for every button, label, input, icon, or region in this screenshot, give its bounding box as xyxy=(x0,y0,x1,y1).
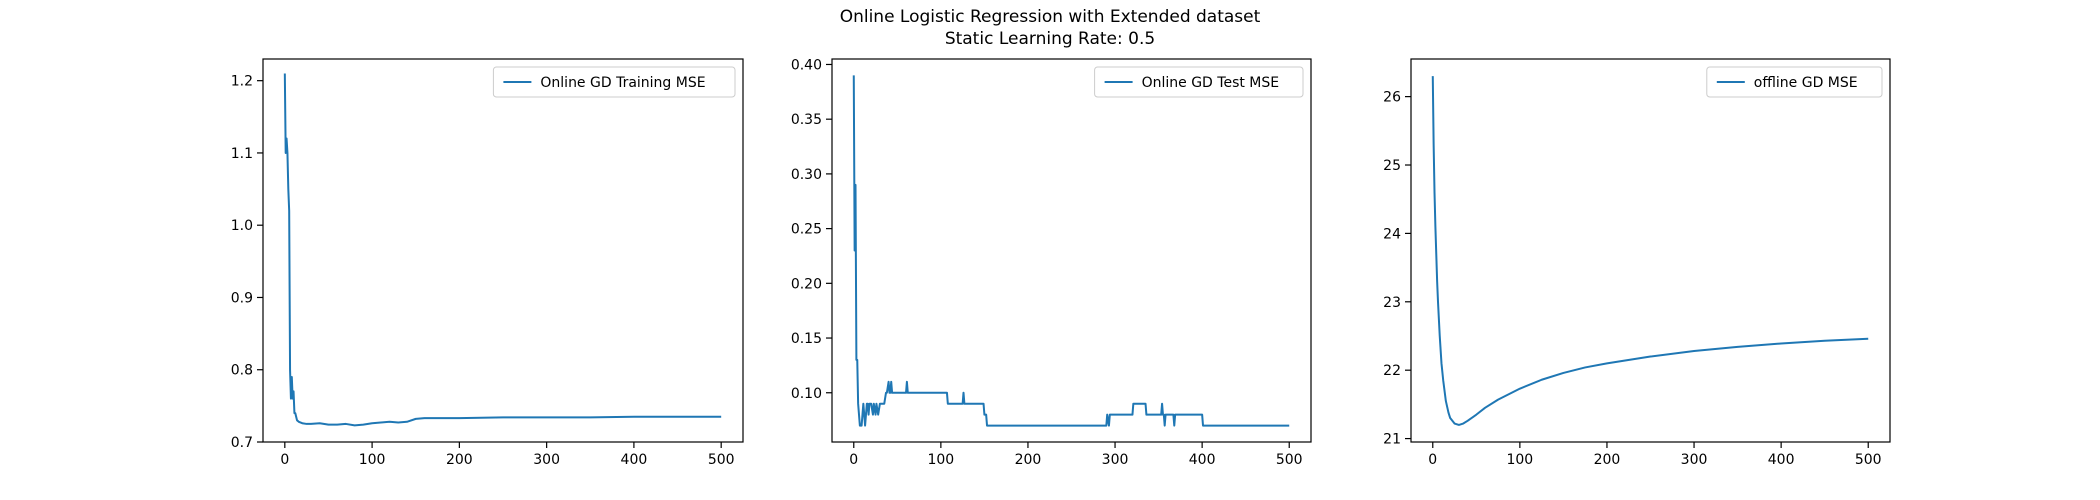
axes-frame xyxy=(1410,58,1891,443)
x-tick-label: 500 xyxy=(1276,452,1303,468)
y-tick-label: 23 xyxy=(1383,295,1401,311)
y-tick-label: 0.20 xyxy=(791,276,822,292)
subplot-1: 0 100 200 300 400 500 0.7 0.8 0.9 1.0 1.1 1.2 Online… xyxy=(231,58,744,468)
x-tick-label: 300 xyxy=(1102,452,1129,468)
y-tick-label: 0.25 xyxy=(791,222,822,238)
y-tick-label: 0.40 xyxy=(791,57,822,73)
y-tick-label: 26 xyxy=(1383,90,1401,106)
y-tick-label: 0.8 xyxy=(231,363,253,379)
y-tick-label: 0.15 xyxy=(791,331,822,347)
axes-frame xyxy=(831,58,1312,443)
y-tick-label: 25 xyxy=(1383,158,1401,174)
legend: Online GD Training MSE xyxy=(492,66,736,98)
y-tick-label: 1.2 xyxy=(231,74,253,90)
x-tick-label: 500 xyxy=(708,452,735,468)
x-tick-label: 100 xyxy=(359,452,386,468)
y-tick-label: 0.35 xyxy=(791,112,822,128)
figure-title-line-1: Online Logistic Regression with Extended… xyxy=(839,7,1261,27)
y-tick-label: 0.30 xyxy=(791,167,822,183)
legend-label: Online GD Test MSE xyxy=(1142,75,1280,91)
series-line-2-1 xyxy=(852,75,1290,427)
x-tick-label: 200 xyxy=(1015,452,1042,468)
series-line-1-1 xyxy=(283,73,722,427)
x-tick-label: 100 xyxy=(1506,452,1533,468)
legend-label: Online GD Training MSE xyxy=(540,75,705,91)
series-line-3-1 xyxy=(1431,76,1869,426)
y-tick-label: 1.1 xyxy=(231,146,253,162)
legend: offline GD MSE xyxy=(1706,66,1883,98)
y-tick-label: 0.9 xyxy=(231,290,253,306)
legend-box xyxy=(1094,66,1304,98)
y-tick-label: 21 xyxy=(1383,432,1401,448)
x-tick-label: 300 xyxy=(1681,452,1708,468)
legend-label: offline GD MSE xyxy=(1754,75,1858,91)
x-tick-label: 400 xyxy=(1768,452,1795,468)
subplot-2: 0 100 200 300 400 500 0.10 0.15 0.20 0.25 0.30 0.35… xyxy=(791,57,1312,468)
x-tick-label: 400 xyxy=(621,452,648,468)
legend-box xyxy=(492,66,736,98)
figure-title-line-2: Static Learning Rate: 0.5 xyxy=(944,29,1156,49)
y-tick-label: 0.7 xyxy=(231,435,253,451)
x-tick-label: 200 xyxy=(446,452,473,468)
x-tick-label: 0 xyxy=(849,452,858,468)
x-tick-label: 0 xyxy=(280,452,289,468)
legend: Online GD Test MSE xyxy=(1094,66,1304,98)
y-tick-label: 0.10 xyxy=(791,386,822,402)
figure-title: Online Logistic Regression with Extended… xyxy=(0,6,2100,50)
legend-box xyxy=(1706,66,1883,98)
x-tick-label: 0 xyxy=(1428,452,1437,468)
x-tick-label: 200 xyxy=(1594,452,1621,468)
y-tick-label: 22 xyxy=(1383,363,1401,379)
subplot-3: 0 100 200 300 400 500 21 22 23 24 25 26 offline GD M… xyxy=(1383,58,1891,468)
x-tick-label: 100 xyxy=(927,452,954,468)
axes-frame xyxy=(262,58,744,443)
y-tick-label: 24 xyxy=(1383,226,1401,242)
y-tick-label: 1.0 xyxy=(231,218,253,234)
x-tick-label: 400 xyxy=(1189,452,1216,468)
x-tick-label: 500 xyxy=(1855,452,1882,468)
x-tick-label: 300 xyxy=(533,452,560,468)
